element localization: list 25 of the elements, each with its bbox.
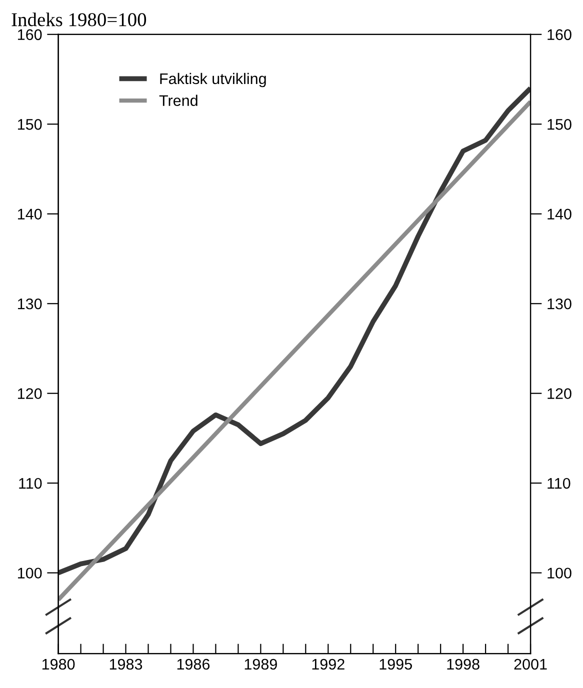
chart-title: Indeks 1980=100: [12, 12, 146, 26]
y-tick-label: 150: [18, 119, 42, 130]
x-tick-label: 1989: [244, 658, 277, 670]
y2-tick-label: 140: [548, 208, 572, 220]
x-tick-label: 1983: [110, 658, 142, 670]
x-tick-label: 1995: [380, 658, 412, 670]
x-tick-label: 1998: [447, 658, 480, 670]
y2-tick-label: 110: [548, 478, 570, 489]
y-tick-label: 130: [18, 298, 42, 310]
x-tick-label: 1980: [42, 658, 75, 670]
y2-tick-label: 100: [548, 568, 572, 579]
x-tick-label: 2001: [514, 658, 547, 670]
legend-label: Faktisk utvikling: [160, 72, 266, 88]
y-tick-label: 120: [18, 388, 42, 400]
x-tick-label: 1986: [177, 658, 210, 670]
legend-label: Trend: [159, 94, 198, 106]
y-tick-label: 140: [18, 208, 42, 220]
y-tick-label: 100: [18, 568, 42, 579]
y2-tick-label: 130: [548, 298, 572, 310]
y2-tick-label: 120: [548, 388, 572, 400]
x-tick-label: 1992: [312, 658, 344, 670]
y2-tick-label: 160: [548, 29, 572, 40]
y2-tick-label: 150: [548, 119, 572, 130]
y-tick-label: 160: [18, 29, 42, 40]
y-tick-label: 110: [19, 478, 42, 489]
